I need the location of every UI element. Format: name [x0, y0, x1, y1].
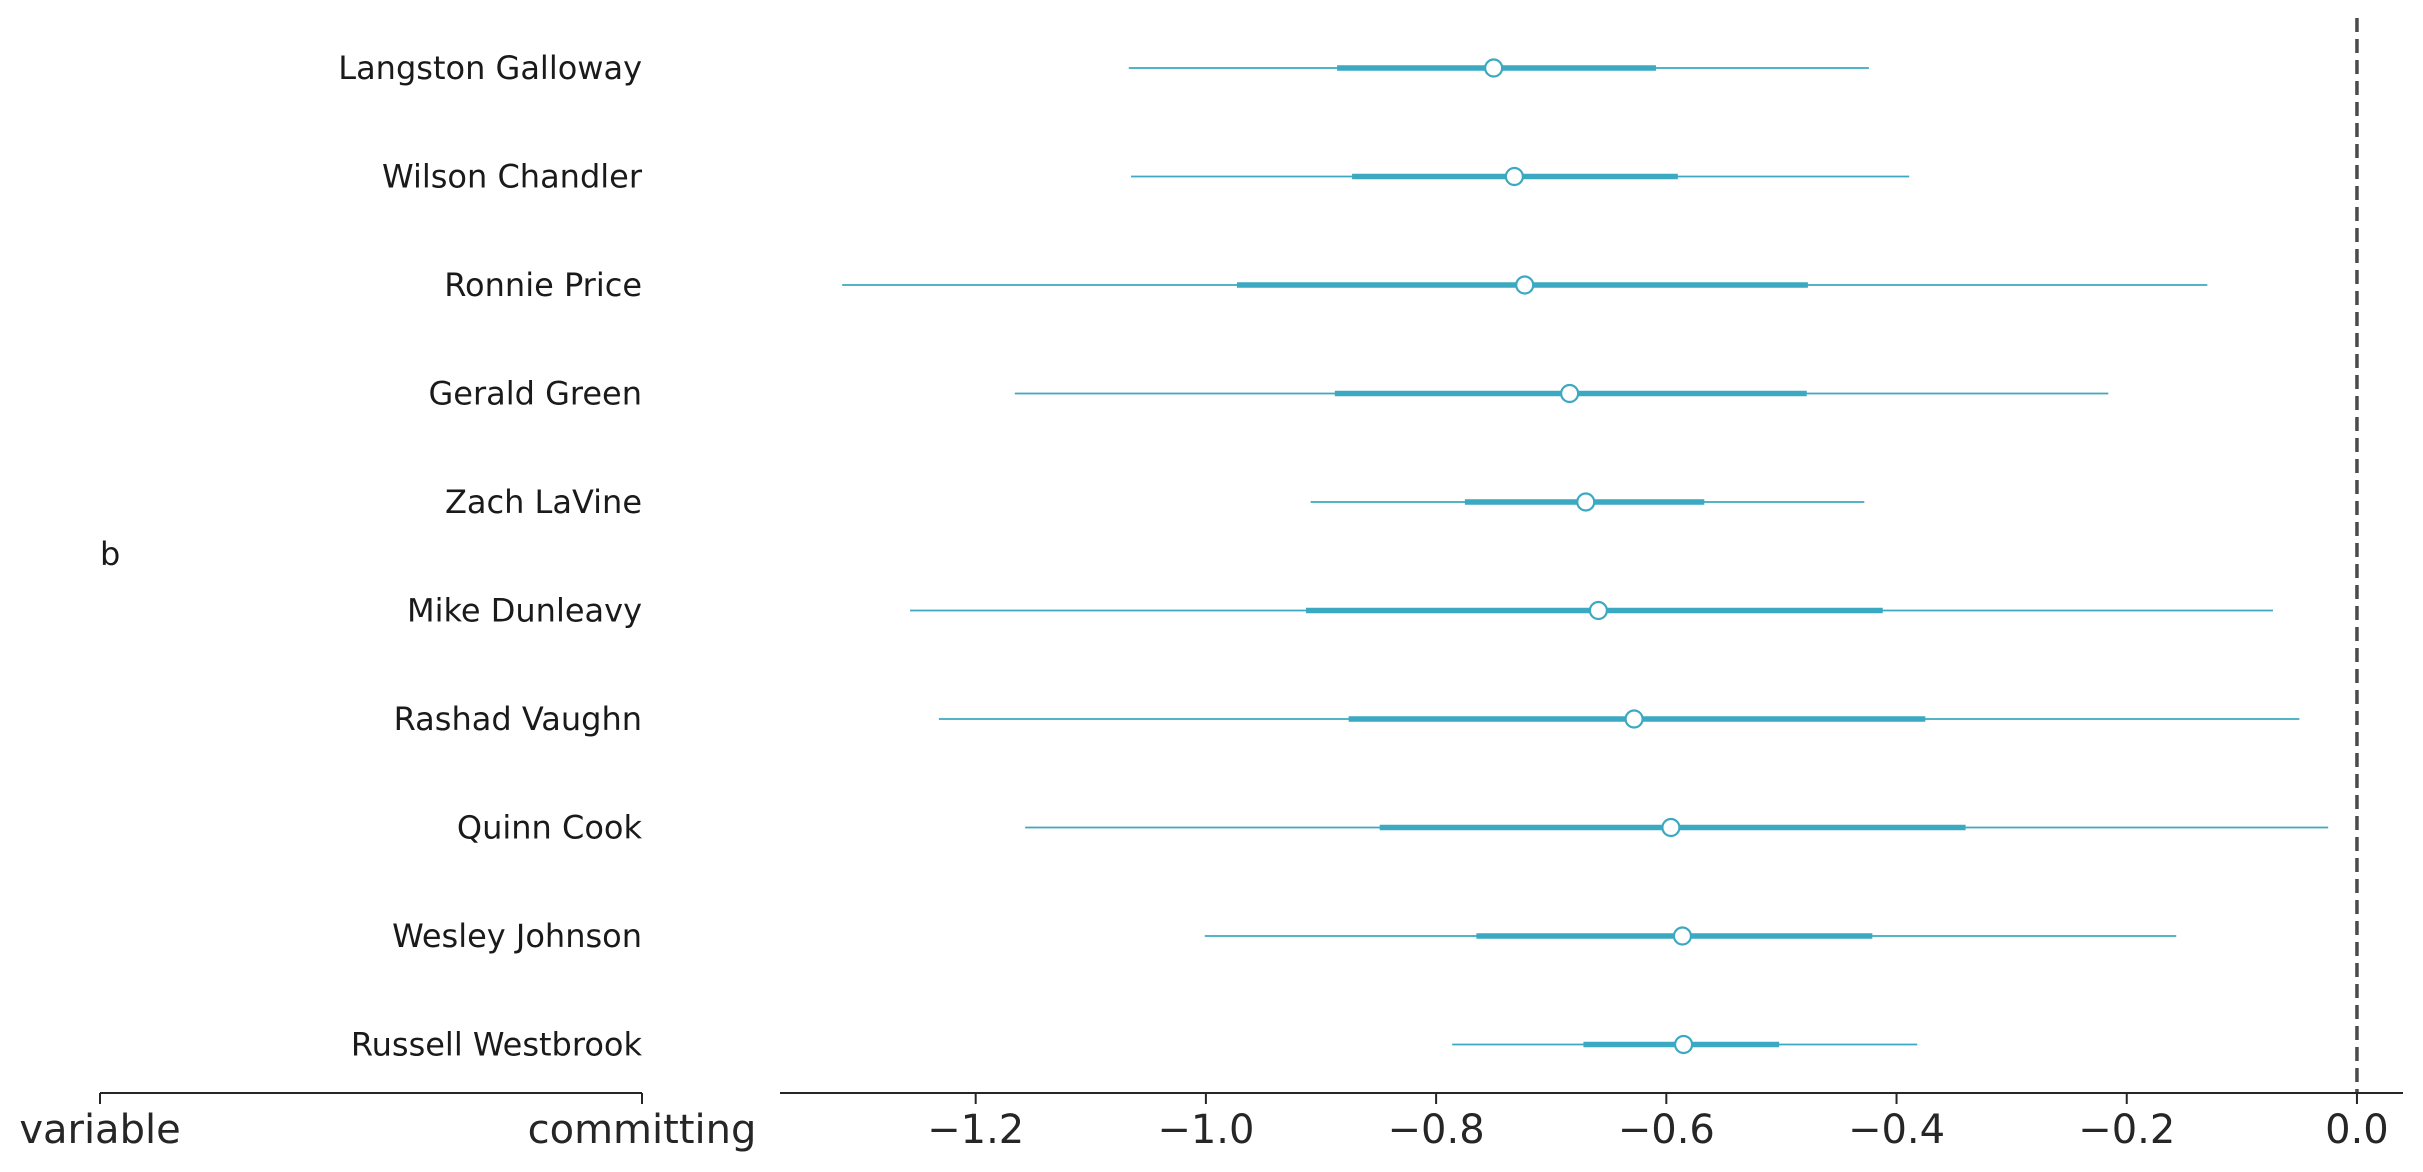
median-marker: [1588, 600, 1609, 621]
x-tick-label: −0.2: [2078, 1107, 2175, 1153]
interval-series: [842, 58, 2329, 1055]
label-panel: b Langston Galloway Wilson Chandler Ronnie…: [19, 49, 756, 1153]
x-axis-ticks: −1.2 −1.0 −0.8 −0.6 −0.4 −0.2 0.0: [927, 1093, 2389, 1153]
median-marker: [1515, 275, 1535, 295]
plot-panel: −1.2 −1.0 −0.8 −0.6 −0.4 −0.2 0.0: [780, 18, 2403, 1153]
row-label: Ronnie Price: [444, 266, 642, 304]
interval-row: [1452, 1034, 1918, 1055]
median-marker: [1576, 492, 1596, 512]
row-label: Zach LaVine: [445, 483, 642, 521]
row-label: Langston Galloway: [338, 49, 642, 87]
row-label: Rashad Vaughn: [394, 700, 642, 738]
interval-row: [1310, 492, 1865, 512]
row-label: Wilson Chandler: [382, 158, 643, 196]
interval-row: [1204, 926, 2177, 946]
interval-row: [1128, 58, 1869, 78]
row-label: Mike Dunleavy: [407, 592, 642, 630]
interval-row: [938, 709, 2300, 729]
row-label: Russell Westbrook: [351, 1026, 643, 1064]
interval-row: [910, 600, 2273, 621]
x-tick-label: −1.2: [927, 1107, 1024, 1153]
median-marker: [1504, 166, 1524, 187]
row-labels: Langston Galloway Wilson Chandler Ronnie P…: [338, 49, 643, 1064]
median-marker: [1661, 817, 1681, 838]
row-label: Quinn Cook: [457, 809, 643, 847]
row-label: Wesley Johnson: [392, 917, 642, 955]
interval-row: [1025, 817, 2329, 838]
group-label: b: [100, 535, 120, 573]
x-tick-label: −0.6: [1618, 1107, 1715, 1153]
median-marker: [1560, 383, 1580, 404]
x-tick-label: −0.4: [1848, 1107, 1945, 1153]
median-marker: [1672, 926, 1693, 946]
interval-row: [1131, 166, 1910, 187]
interval-row: [1014, 383, 2109, 404]
median-marker: [1624, 709, 1644, 729]
x-tick-label: −1.0: [1157, 1107, 1254, 1153]
median-marker: [1673, 1034, 1694, 1055]
median-marker: [1484, 58, 1504, 78]
row-label: Gerald Green: [428, 375, 642, 413]
x-tick-label: 0.0: [2325, 1107, 2389, 1153]
column-header-variable: variable: [19, 1107, 180, 1153]
column-header-committing: committing: [528, 1107, 757, 1153]
interval-row: [842, 275, 2208, 295]
x-tick-label: −0.8: [1388, 1107, 1485, 1153]
